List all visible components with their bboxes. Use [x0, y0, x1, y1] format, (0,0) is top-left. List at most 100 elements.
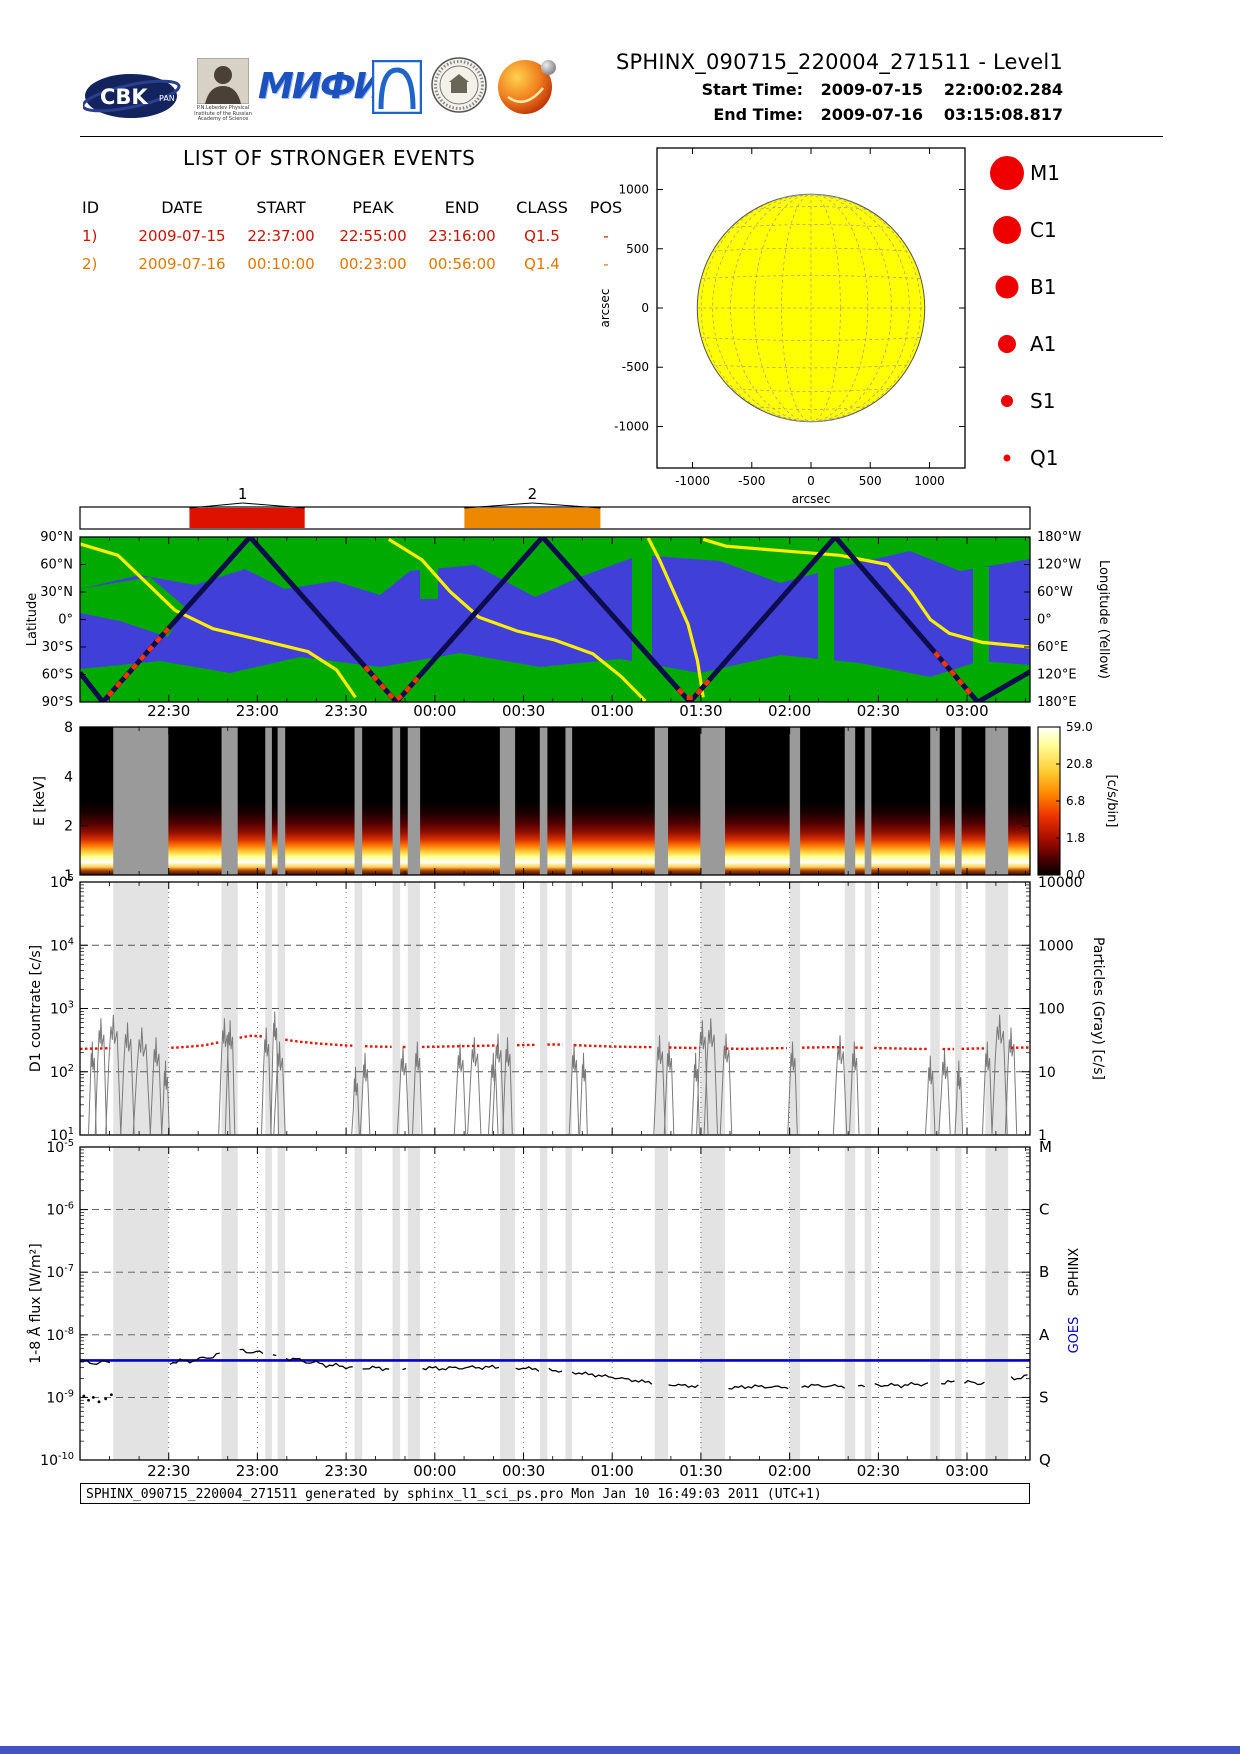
particles-trace [412, 1041, 423, 1135]
data-gap [789, 727, 801, 875]
data-gap [113, 1147, 169, 1460]
d1-countrate-line [285, 1038, 354, 1047]
tick-label: -500 [738, 474, 765, 488]
land-region [973, 567, 989, 702]
data-gap [565, 882, 573, 1135]
tick-label: -500 [622, 360, 649, 374]
data-gap [221, 1147, 238, 1460]
flare-track-marks [933, 651, 975, 698]
event-row-end: 00:56:00 [428, 255, 496, 273]
time-tick-label: 03:00 [945, 1462, 988, 1480]
event-interval [189, 508, 305, 528]
tick-label: 1000 [618, 183, 649, 197]
d1-countrate-line [668, 1046, 700, 1050]
sphinx-flux-line [1010, 1374, 1028, 1381]
colorbar-tick-label: 1.8 [1066, 831, 1085, 845]
tick-label: 101 [50, 1126, 74, 1144]
data-gap [654, 1147, 669, 1460]
data-gap [265, 727, 272, 875]
tick-label: 90°N [40, 530, 73, 545]
particles-trace [453, 1043, 467, 1135]
flare-legend-label: C1 [1030, 218, 1057, 242]
data-gap [265, 1147, 272, 1460]
time-tick-label: 23:30 [324, 702, 367, 720]
sun-grid-parallel [781, 194, 841, 199]
tick-label: 0 [807, 474, 815, 488]
data-gap [930, 727, 940, 875]
particles-trace [396, 1046, 410, 1135]
start-time-date: 2009-07-15 [820, 80, 923, 99]
sphinx-flux-dot [82, 1394, 86, 1398]
particles-trace [105, 1014, 122, 1135]
data-gap [392, 1147, 401, 1460]
sphinx-swirl [507, 87, 544, 104]
sphinx-flux-line [80, 1359, 111, 1365]
tick-label: 1 [64, 868, 73, 884]
end-time-clock: 03:15:08.817 [943, 105, 1063, 124]
lebedev-logo [196, 57, 250, 108]
map-content [80, 537, 1030, 702]
colorbar [1038, 727, 1060, 875]
event-row-class: Q1.4 [524, 255, 560, 273]
header-rule [80, 136, 1163, 137]
data-gap [277, 882, 286, 1135]
particles-trace [954, 1060, 964, 1135]
particles-trace [161, 1060, 170, 1135]
header: SPHINX_090715_220004_271511 - Level1 Sta… [560, 50, 1063, 124]
particles-trace [224, 1020, 236, 1135]
end-time-row: End Time: 2009-07-16 03:15:08.817 [560, 105, 1063, 124]
event-row-peak: 22:55:00 [339, 227, 407, 245]
colorbar-tick-label: 6.8 [1066, 794, 1085, 808]
d1-axis-label: D1 countrate [c/s] [28, 945, 44, 1072]
time-tick-label: 03:00 [945, 702, 988, 720]
sphinx-flux-line [402, 1367, 407, 1371]
particles-trace [149, 1037, 163, 1135]
footer-caption: SPHINX_090715_220004_271511 generated by… [80, 1483, 1030, 1504]
tick-label: 10-5 [46, 1138, 74, 1156]
time-tick-label: 00:30 [502, 702, 545, 720]
sphinx-flux-dot [97, 1400, 101, 1404]
sphinx-flux-line [285, 1357, 353, 1370]
land-region [80, 577, 185, 637]
time-tick-label: 01:00 [591, 702, 634, 720]
flare-legend-label: M1 [1030, 161, 1060, 185]
data-gap [864, 882, 872, 1135]
cbk-text: CBK [100, 85, 148, 109]
sun-grid-parallel [730, 388, 892, 392]
time-tick-label: 23:00 [236, 1462, 279, 1480]
particles-trace [787, 1041, 798, 1135]
goes-class-label: S [1039, 1388, 1049, 1406]
flare-track-marks [363, 665, 420, 702]
particles-trace [120, 1022, 135, 1135]
flare-legend-label: B1 [1030, 275, 1056, 299]
sphinx-flux-line [874, 1381, 929, 1389]
sun-grid-parallel [712, 364, 910, 369]
cbk-logo-graphic: CBK PAN [81, 74, 181, 118]
flare-legend-label: Q1 [1030, 446, 1058, 470]
event-number-label: 2 [528, 485, 538, 503]
tick-label: 0° [58, 613, 73, 628]
flare-size-circle-Q1 [1003, 454, 1011, 462]
particles-trace [719, 1033, 733, 1135]
flux-frame [79, 1146, 1031, 1461]
seal-ring-text [434, 60, 484, 110]
flare-track-marks [106, 626, 171, 698]
particles-trace [982, 1041, 993, 1135]
arch-shape [378, 67, 416, 110]
tick-label: 180°W [1037, 530, 1081, 545]
flare-size-circle-M1 [990, 156, 1024, 190]
tick-label: 4 [64, 769, 73, 785]
longitude-line [387, 537, 647, 702]
tick-label: 105 [50, 873, 74, 891]
time-tick-label: 02:30 [857, 1462, 900, 1480]
time-tick-label: 22:30 [147, 702, 190, 720]
particles-trace [653, 1035, 666, 1135]
sphinx-flux-dot [109, 1393, 113, 1397]
particles-trace [832, 1035, 848, 1135]
start-time-clock: 22:00:02.284 [943, 80, 1063, 99]
latitude-axis-label: Latitude [25, 593, 40, 647]
tick-label: 10-9 [46, 1388, 74, 1406]
sphinx-flux-line [941, 1379, 955, 1385]
d1-countrate-line [726, 1046, 787, 1051]
data-gap [277, 1147, 286, 1460]
